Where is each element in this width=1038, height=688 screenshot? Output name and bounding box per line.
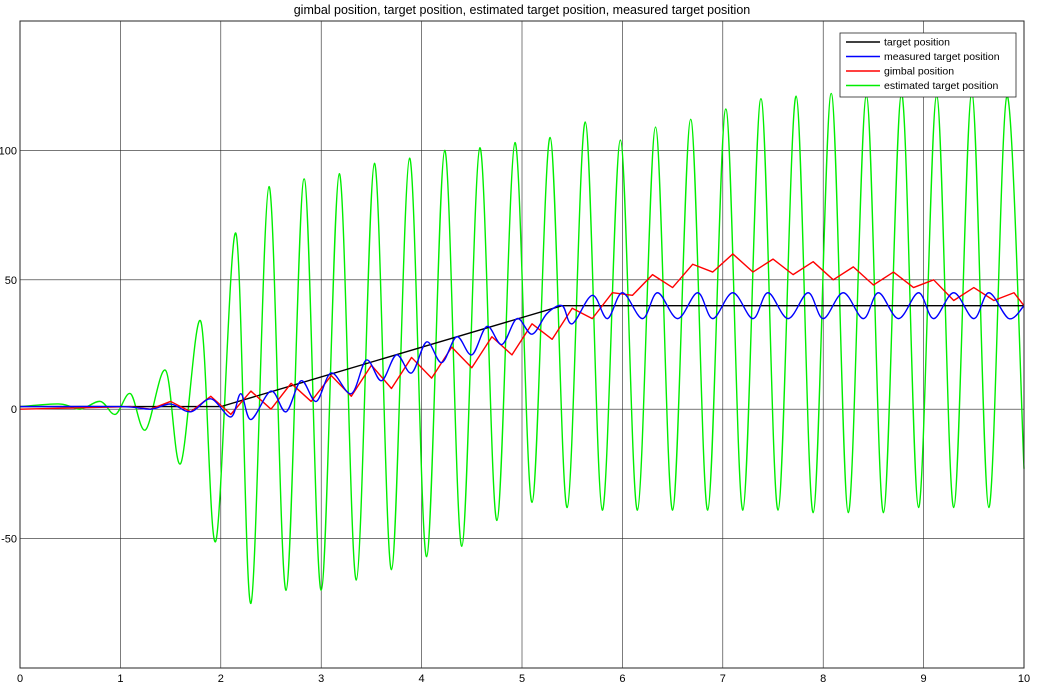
legend-label-measured-target-position: measured target position bbox=[884, 51, 1000, 63]
x-tick-label-3: 3 bbox=[318, 673, 324, 685]
chart-title: gimbal position, target position, estima… bbox=[294, 3, 751, 17]
plot-frame bbox=[19, 20, 1025, 669]
x-tick-label-7: 7 bbox=[720, 673, 726, 685]
series-line-gimbal-position bbox=[19, 253, 1025, 416]
legend-box bbox=[839, 32, 1017, 98]
series-line-measured-target-position bbox=[19, 292, 1025, 421]
y-tick-label--50: -50 bbox=[1, 534, 17, 546]
legend-label-target-position: target position bbox=[884, 37, 950, 49]
x-tick-label-1: 1 bbox=[117, 673, 123, 685]
x-tick-label-10: 10 bbox=[1018, 673, 1030, 685]
x-tick-label-6: 6 bbox=[619, 673, 625, 685]
y-tick-label-50: 50 bbox=[5, 275, 17, 287]
legend-label-estimated-target-position: estimated target position bbox=[884, 80, 999, 92]
y-tick-label-100: 100 bbox=[0, 145, 17, 157]
series-layer bbox=[19, 92, 1025, 605]
legend[interactable]: target position measured target position g… bbox=[839, 32, 1017, 98]
tick-labels: 0 1 2 3 4 5 6 7 8 9 10 -50 0 50 100 bbox=[0, 145, 1030, 685]
x-tick-label-2: 2 bbox=[218, 673, 224, 685]
legend-label-gimbal-position: gimbal position bbox=[884, 66, 954, 78]
series-line-estimated-target-position bbox=[19, 92, 1025, 605]
x-tick-label-8: 8 bbox=[820, 673, 826, 685]
y-tick-label-0: 0 bbox=[11, 404, 17, 416]
x-tick-label-5: 5 bbox=[519, 673, 525, 685]
x-tick-label-9: 9 bbox=[921, 673, 927, 685]
x-tick-label-0: 0 bbox=[17, 673, 23, 685]
x-tick-label-4: 4 bbox=[419, 673, 425, 685]
